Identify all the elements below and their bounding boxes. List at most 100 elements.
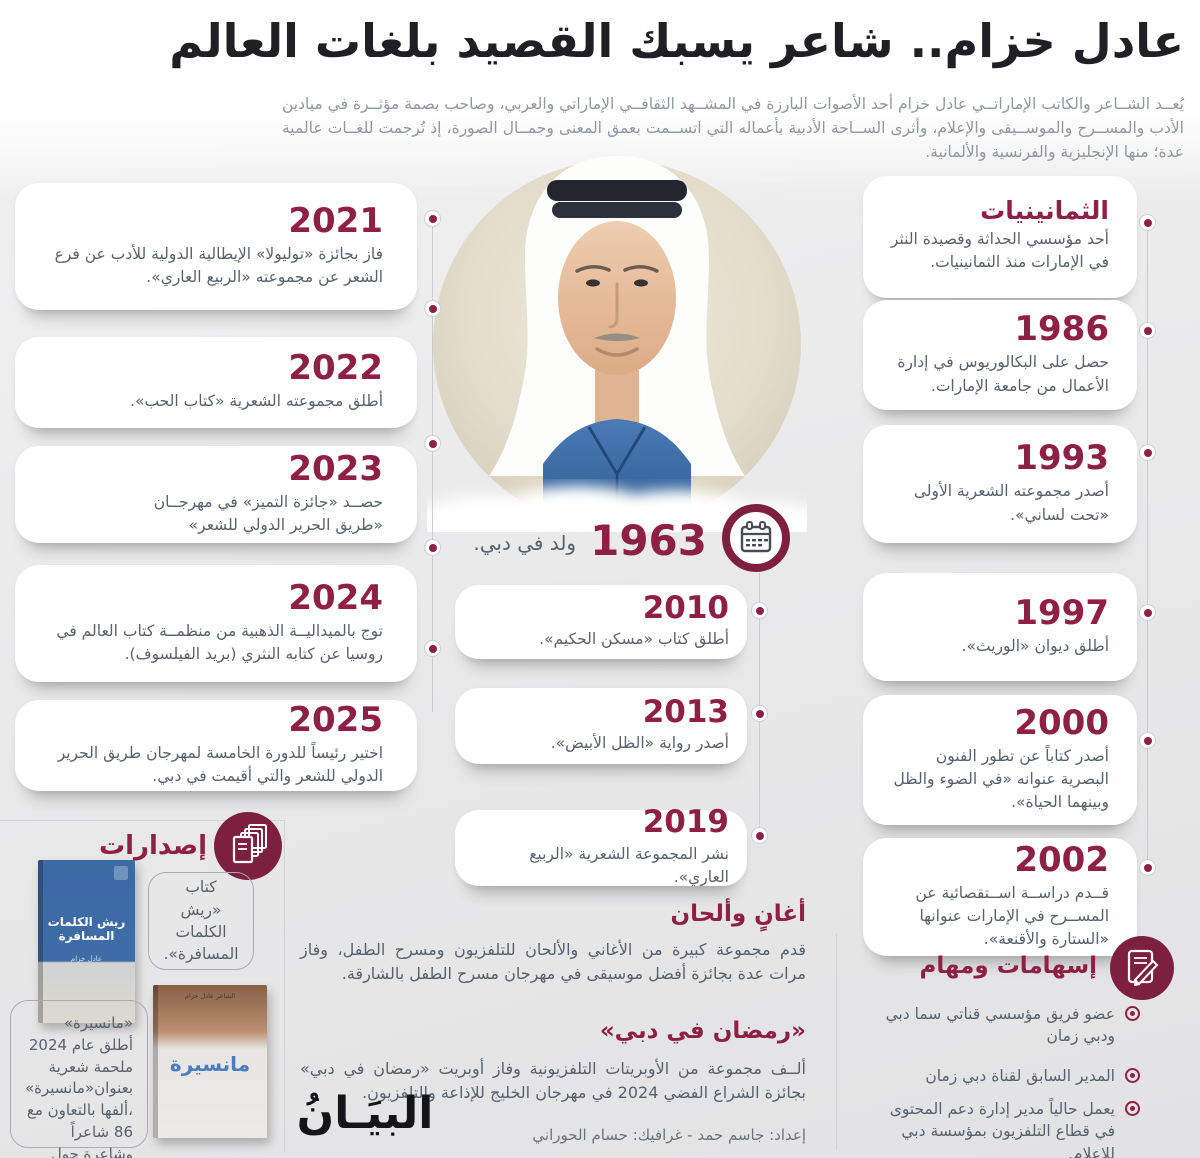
book-caption: كتاب «ريش الكلمات المسافرة». — [148, 872, 254, 970]
dot-icon — [1139, 444, 1156, 461]
contributions-heading: إسهامات ومهام — [919, 953, 1097, 979]
timeline-card: 2013 أصدر رواية «الظل الأبيض». — [455, 688, 747, 764]
timeline-card: الثمانينيات أحد مؤسسي الحداثة وقصيدة الن… — [863, 176, 1137, 298]
dot-icon — [424, 640, 441, 657]
year-label: 2022 — [288, 348, 383, 389]
year-label: 2021 — [288, 200, 383, 241]
event-text: أصدر مجموعته الشعرية الأولى «تحت لساني». — [913, 482, 1109, 524]
book-caption-text: أطلق عام 2024 ملحمة شعرية بعنوان«مانسيرة… — [24, 1035, 133, 1158]
timeline-card: 2021 فاز بجائزة «توليولا» الإيطالية الدو… — [15, 183, 417, 310]
target-bullet-icon — [1125, 1068, 1140, 1083]
book-spine — [153, 985, 158, 1138]
publisher-logo — [114, 866, 128, 880]
dot-icon — [751, 827, 768, 844]
portrait-illustration — [412, 156, 837, 554]
event-text: فاز بجائزة «توليولا» الإيطالية الدولية ل… — [54, 244, 383, 287]
ramadan-text: ألــف مجموعة من الأوبريتات التلفزيونية و… — [300, 1059, 806, 1102]
year-label: 1997 — [1014, 592, 1109, 633]
event-text: حصل على البكالوريوس في إدارة الأعمال من … — [897, 353, 1109, 395]
timeline-card: 1986 حصل على البكالوريوس في إدارة الأعما… — [863, 300, 1137, 410]
timeline-rail-center — [759, 573, 760, 835]
timeline-card: 2025 اختير رئيساً للدورة الخامسة لمهرجان… — [15, 700, 417, 791]
timeline-card: 2019 نشر المجموعة الشعرية «الربيع العاري… — [455, 804, 747, 886]
timeline-card: 2002 قــدم دراســة اســتقصائية عن المســ… — [863, 838, 1137, 956]
contribution-text: يعمل حالياً مدير إدارة دعم المحتوى في قط… — [889, 1100, 1115, 1158]
dot-icon — [1139, 322, 1156, 339]
divider-vertical-left — [284, 820, 285, 1154]
year-label: 2025 — [288, 699, 383, 740]
dot-icon — [424, 210, 441, 227]
timeline-card: 1993 أصدر مجموعته الشعرية الأولى «تحت لس… — [863, 425, 1137, 543]
book-title: ريش الكلمات المسافرة — [47, 915, 126, 944]
dot-icon — [424, 300, 441, 317]
year-label: الثمانينيات — [980, 196, 1109, 226]
event-text: توج بالميداليــة الذهبية من منظمــة كتاب… — [56, 621, 383, 664]
dot-icon — [1139, 214, 1156, 231]
event-text: نشر المجموعة الشعرية «الربيع العاري». — [529, 844, 729, 886]
dot-icon — [751, 705, 768, 722]
book-title: مانسيرة — [169, 1052, 251, 1077]
contribution-text: عضو فريق مؤسسي قناتي سما دبي ودبي زمان — [885, 1005, 1115, 1046]
contribution-item: عضو فريق مؤسسي قناتي سما دبي ودبي زمان — [858, 1003, 1140, 1048]
timeline-card: 2024 توج بالميداليــة الذهبية من منظمــة… — [15, 565, 417, 682]
event-text: أصدر رواية «الظل الأبيض». — [550, 734, 729, 753]
event-text: قــدم دراســة اســتقصائية عن المســرح في… — [915, 883, 1110, 949]
songs-heading: أغانٍ وألحان — [670, 901, 806, 927]
divider-horizontal — [0, 820, 284, 821]
year-label: 1986 — [1014, 309, 1109, 350]
target-bullet-icon — [1125, 1101, 1140, 1116]
page-title: عادل خزام.. شاعر يسبك القصيد بلغات العال… — [169, 14, 1185, 68]
target-bullet-icon — [1125, 1006, 1140, 1021]
book-author: عادل خزام — [70, 954, 103, 963]
contribution-item: المدير السابق لقناة دبي زمان — [858, 1065, 1140, 1087]
publications-heading: إصدارات — [99, 831, 207, 861]
timeline-card: 2022 أطلق مجموعته الشعرية «كتاب الحب». — [15, 337, 417, 428]
pages-icon — [211, 809, 285, 887]
book-caption-text: كتاب «ريش الكلمات المسافرة». — [163, 878, 239, 964]
contribution-item: يعمل حالياً مدير إدارة دعم المحتوى في قط… — [858, 1098, 1140, 1158]
book-cover-feathers: ريش الكلمات المسافرة عادل خزام — [38, 860, 135, 1023]
birth-row: 1963 ولد في دبي. — [455, 503, 791, 577]
book-cover-mansira: الشاعر عادل خزام مانسيرة — [153, 985, 267, 1138]
year-label: 1993 — [1014, 438, 1109, 479]
dot-icon — [1139, 732, 1156, 749]
timeline-rail-left — [432, 218, 433, 712]
divider-vertical-right — [836, 933, 837, 1150]
event-text: حصــد «جائزة التميز» في مهرجــان «طريق ا… — [153, 492, 383, 535]
timeline-rail-right — [1147, 222, 1148, 867]
portrait-photo — [412, 132, 837, 554]
contribution-text: المدير السابق لقناة دبي زمان — [925, 1067, 1115, 1085]
credits-line: إعداد: جاسم حمد - غرافيك: حسام الحوراني — [532, 1126, 806, 1144]
timeline-card: 2000 أصدر كتاباً عن تطور الفنون البصرية … — [863, 695, 1137, 825]
year-label: 2023 — [288, 448, 383, 489]
year-label: 2024 — [288, 577, 383, 618]
dot-icon — [1139, 859, 1156, 876]
event-text: اختير رئيساً للدورة الخامسة لمهرجان طريق… — [57, 743, 383, 786]
event-text: أحد مؤسسي الحداثة وقصيدة النثر في الإمار… — [890, 230, 1109, 272]
dot-icon — [751, 602, 768, 619]
year-label: 2010 — [642, 589, 729, 626]
event-text: أطلق ديوان «الوريث». — [961, 636, 1109, 655]
newspaper-logo: البيَـانُ — [296, 1088, 434, 1139]
event-text: أطلق مجموعته الشعرية «كتاب الحب». — [130, 392, 383, 411]
event-text: أطلق كتاب «مسكن الحكيم». — [539, 630, 729, 649]
birth-year: 1963 — [590, 515, 707, 565]
dot-icon — [1139, 604, 1156, 621]
year-label: 2019 — [642, 803, 729, 840]
book-spine — [38, 860, 43, 1023]
event-text: أصدر كتاباً عن تطور الفنون البصرية عنوان… — [893, 746, 1109, 812]
ramadan-heading: «رمضان في دبي» — [599, 1018, 806, 1044]
dot-icon — [424, 539, 441, 556]
dot-icon — [424, 435, 441, 452]
timeline-card: 2010 أطلق كتاب «مسكن الحكيم». — [455, 585, 747, 659]
book-caption-title: «مانسيرة» — [63, 1014, 133, 1032]
book-subtitle: الشاعر عادل خزام — [184, 992, 236, 1000]
calendar-icon — [721, 503, 791, 577]
timeline-card: 1997 أطلق ديوان «الوريث». — [863, 573, 1137, 681]
timeline-card: 2023 حصــد «جائزة التميز» في مهرجــان «ط… — [15, 446, 417, 543]
year-label: 2013 — [642, 693, 729, 730]
year-label: 2002 — [1014, 839, 1109, 880]
intro-paragraph: يُعــد الشــاعر والكاتب الإماراتــي عادل… — [282, 95, 1184, 162]
book-caption: «مانسيرة» أطلق عام 2024 ملحمة شعرية بعنو… — [10, 1000, 148, 1158]
